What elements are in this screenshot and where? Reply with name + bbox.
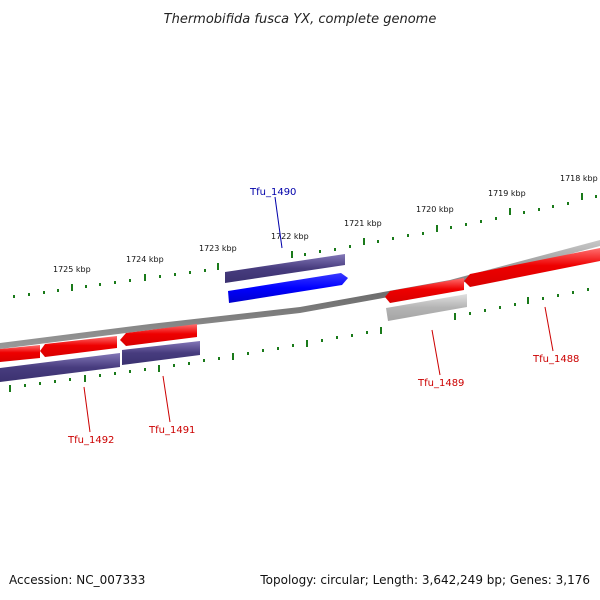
upper-ruler [13, 193, 597, 298]
pseudo-feature[interactable] [386, 294, 467, 321]
gene-label-tfu-1490[interactable]: Tfu_1490 [249, 187, 296, 198]
genome-summary-text: Topology: circular; Length: 3,642,249 bp… [260, 573, 590, 587]
gene-tfu-1490[interactable] [228, 273, 348, 303]
gene-tfu-1491[interactable] [120, 324, 197, 346]
label-leader [431, 329, 441, 376]
gene-label-tfu-1488[interactable]: Tfu_1488 [532, 354, 579, 365]
tick-label: 1722 kbp [271, 232, 309, 241]
label-leader [162, 375, 171, 423]
orf-feature-left[interactable] [0, 353, 120, 382]
gene-tfu-1489[interactable] [385, 278, 464, 303]
tick-label: 1724 kbp [126, 255, 164, 264]
accession-text: Accession: NC_007333 [9, 573, 146, 587]
lower-ruler [9, 288, 589, 392]
orf-feature-right[interactable] [122, 341, 200, 365]
map-title: Thermobifida fusca YX, complete genome [164, 12, 437, 27]
gene-feature-left[interactable] [0, 345, 40, 362]
tick-label: 1721 kbp [344, 219, 382, 228]
tick-label: 1719 kbp [488, 189, 526, 198]
gene-label-tfu-1489[interactable]: Tfu_1489 [417, 378, 464, 389]
tick-label: 1725 kbp [53, 265, 91, 274]
gene-tfu-1492[interactable] [40, 336, 117, 357]
gene-label-tfu-1492[interactable]: Tfu_1492 [67, 435, 114, 446]
label-leader [274, 196, 283, 249]
label-leader [83, 386, 91, 433]
gene-label-tfu-1491[interactable]: Tfu_1491 [148, 425, 195, 436]
tick-label: 1720 kbp [416, 205, 454, 214]
tick-label: 1718 kbp [560, 174, 598, 183]
label-leader [544, 306, 554, 352]
tick-label: 1723 kbp [199, 244, 237, 253]
orf-feature[interactable] [225, 254, 345, 283]
gene-tfu-1488[interactable] [464, 248, 600, 287]
genome-backbone [0, 240, 600, 349]
